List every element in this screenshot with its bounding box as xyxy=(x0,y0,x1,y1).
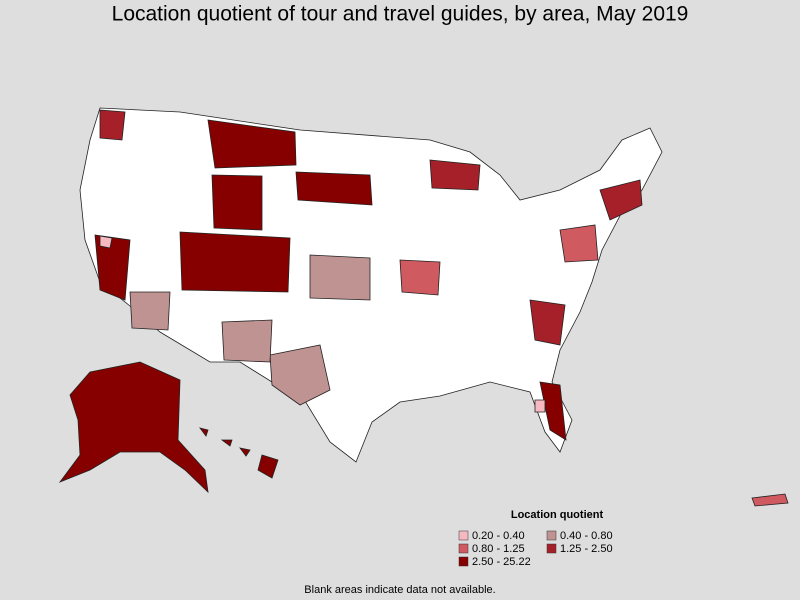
map-areas xyxy=(94,109,643,441)
area xyxy=(534,399,546,413)
legend: Location quotient 0.20 - 0.40 0.40 - 0.80… xyxy=(458,509,613,568)
area xyxy=(99,109,126,141)
map xyxy=(58,107,789,507)
area xyxy=(99,235,113,249)
area xyxy=(269,344,331,406)
area xyxy=(129,291,171,331)
legend-label: 2.50 - 25.22 xyxy=(472,556,531,568)
area xyxy=(309,254,371,301)
legend-title: Location quotient xyxy=(511,509,604,521)
area xyxy=(399,259,441,296)
area xyxy=(94,234,131,301)
area xyxy=(211,174,263,231)
area xyxy=(295,171,373,206)
legend-swatch xyxy=(458,530,469,541)
area xyxy=(529,299,566,346)
area xyxy=(599,179,643,221)
legend-label: 0.40 - 0.80 xyxy=(560,530,613,542)
area xyxy=(179,231,291,293)
area xyxy=(429,159,481,191)
footnote: Blank areas indicate data not available. xyxy=(304,584,495,596)
hawaii xyxy=(199,427,279,479)
area xyxy=(559,224,599,263)
legend-label: 1.25 - 2.50 xyxy=(560,543,613,555)
puerto-rico xyxy=(751,493,789,507)
alaska xyxy=(58,361,209,494)
legend-swatch xyxy=(458,543,469,554)
legend-swatch xyxy=(546,543,557,554)
legend-swatch xyxy=(546,530,557,541)
area xyxy=(207,119,297,169)
area xyxy=(539,381,567,441)
legend-label: 0.80 - 1.25 xyxy=(472,543,525,555)
area xyxy=(221,319,273,363)
map-title: Location quotient of tour and travel gui… xyxy=(112,3,689,26)
legend-swatch xyxy=(458,556,469,567)
legend-label: 0.20 - 0.40 xyxy=(472,530,525,542)
